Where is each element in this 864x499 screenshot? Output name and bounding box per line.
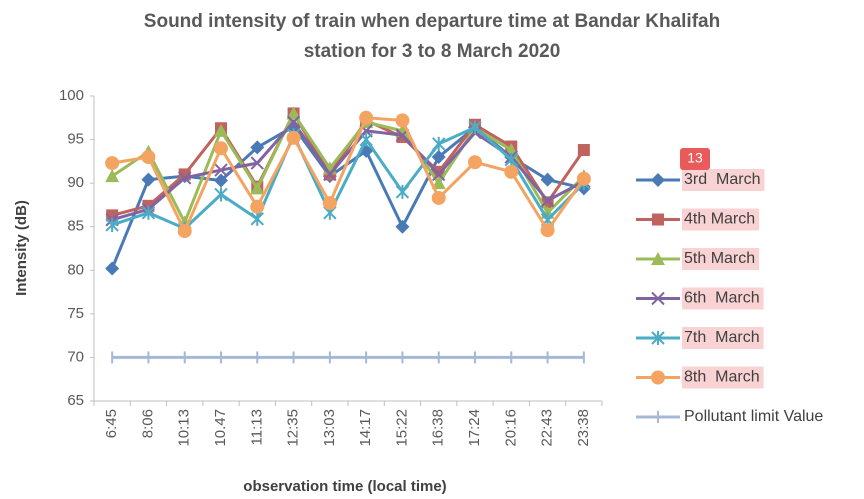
y-tick-label: 90 bbox=[67, 174, 84, 191]
marker bbox=[141, 150, 156, 164]
x-tick-label: 6:45 bbox=[103, 409, 120, 438]
marker bbox=[323, 167, 337, 182]
marker bbox=[178, 171, 192, 185]
legend-highlight bbox=[682, 327, 764, 349]
marker bbox=[214, 163, 228, 177]
marker bbox=[250, 211, 264, 226]
y-tick-label: 80 bbox=[67, 261, 84, 278]
marker bbox=[250, 156, 264, 170]
x-tick-label: 12:35 bbox=[285, 409, 302, 447]
x-tick-label: 14:17 bbox=[357, 409, 374, 447]
marker bbox=[141, 205, 156, 220]
y-tick-label: 95 bbox=[67, 131, 84, 148]
y-tick-label: 85 bbox=[67, 218, 84, 235]
chart-title: station for 3 to 8 March 2020 bbox=[304, 41, 561, 62]
legend-label: 5th March bbox=[684, 250, 755, 267]
badge-label: 13 bbox=[687, 150, 703, 166]
marker bbox=[431, 150, 446, 164]
marker bbox=[214, 173, 228, 188]
marker bbox=[177, 224, 192, 239]
marker bbox=[431, 176, 446, 190]
marker bbox=[651, 252, 665, 265]
legend-label: 6th March bbox=[684, 290, 760, 307]
marker bbox=[214, 141, 228, 156]
marker bbox=[468, 120, 482, 135]
marker bbox=[141, 172, 156, 187]
y-tick-label: 70 bbox=[67, 348, 84, 365]
marker bbox=[250, 199, 265, 214]
marker bbox=[432, 136, 446, 151]
legend-label: 3rd March bbox=[684, 171, 760, 188]
marker bbox=[432, 167, 446, 182]
y-tick-label: 75 bbox=[67, 305, 84, 322]
x-tick-label: 15:22 bbox=[393, 409, 410, 447]
marker bbox=[652, 213, 664, 226]
marker bbox=[504, 152, 518, 167]
marker bbox=[468, 155, 482, 170]
x-tick-label: 16:38 bbox=[430, 409, 447, 447]
marker bbox=[395, 219, 410, 234]
marker bbox=[359, 110, 374, 125]
series bbox=[105, 110, 591, 239]
legend-highlight bbox=[682, 287, 764, 310]
marker bbox=[540, 193, 555, 208]
y-tick-label: 100 bbox=[59, 87, 84, 104]
x-tick-label: 17:24 bbox=[466, 409, 483, 447]
x-tick-label: 10:13 bbox=[176, 409, 193, 447]
y-tick-label: 65 bbox=[67, 392, 84, 409]
marker bbox=[286, 115, 301, 129]
marker bbox=[250, 181, 265, 195]
x-axis-title: observation time (local time) bbox=[243, 478, 446, 495]
marker bbox=[105, 156, 120, 171]
x-tick-label: 11:13 bbox=[248, 409, 265, 445]
marker bbox=[105, 217, 119, 232]
marker bbox=[651, 331, 665, 345]
marker bbox=[504, 164, 519, 179]
marker bbox=[576, 171, 591, 186]
x-tick-label: 20:16 bbox=[502, 409, 519, 447]
marker bbox=[286, 130, 301, 145]
marker bbox=[431, 190, 446, 205]
marker bbox=[651, 370, 665, 385]
marker bbox=[395, 184, 410, 199]
marker bbox=[577, 144, 590, 157]
marker bbox=[540, 223, 555, 238]
marker bbox=[395, 113, 410, 128]
legend-label: 8th March bbox=[684, 369, 760, 386]
chart-title: Sound intensity of train when departure … bbox=[144, 11, 720, 32]
series bbox=[111, 351, 585, 364]
legend-highlight bbox=[682, 208, 760, 231]
legend-label: Pollutant limit Value bbox=[684, 408, 823, 425]
legend-label: 4th March bbox=[684, 211, 755, 228]
x-tick-label: 8:06 bbox=[139, 409, 156, 438]
badge bbox=[680, 148, 710, 170]
marker bbox=[250, 140, 265, 155]
marker bbox=[105, 261, 120, 276]
marker bbox=[322, 196, 337, 211]
legend-highlight bbox=[682, 248, 760, 270]
legend-label: 7th March bbox=[684, 329, 760, 346]
marker bbox=[214, 123, 228, 137]
x-tick-label: 13:03 bbox=[321, 409, 338, 447]
y-axis-title: Intensity (dB) bbox=[13, 200, 30, 296]
marker bbox=[286, 106, 301, 120]
marker bbox=[105, 169, 120, 183]
marker bbox=[214, 187, 228, 202]
x-tick-label: 22:43 bbox=[539, 409, 556, 447]
legend-highlight bbox=[682, 169, 765, 191]
legend-highlight bbox=[682, 366, 764, 389]
x-tick-label: 23:38 bbox=[575, 409, 592, 447]
series-line bbox=[111, 110, 585, 226]
marker bbox=[359, 132, 373, 147]
marker bbox=[540, 172, 555, 187]
x-tick-label: 10.47 bbox=[212, 409, 229, 447]
marker bbox=[651, 291, 665, 306]
marker bbox=[651, 173, 665, 187]
